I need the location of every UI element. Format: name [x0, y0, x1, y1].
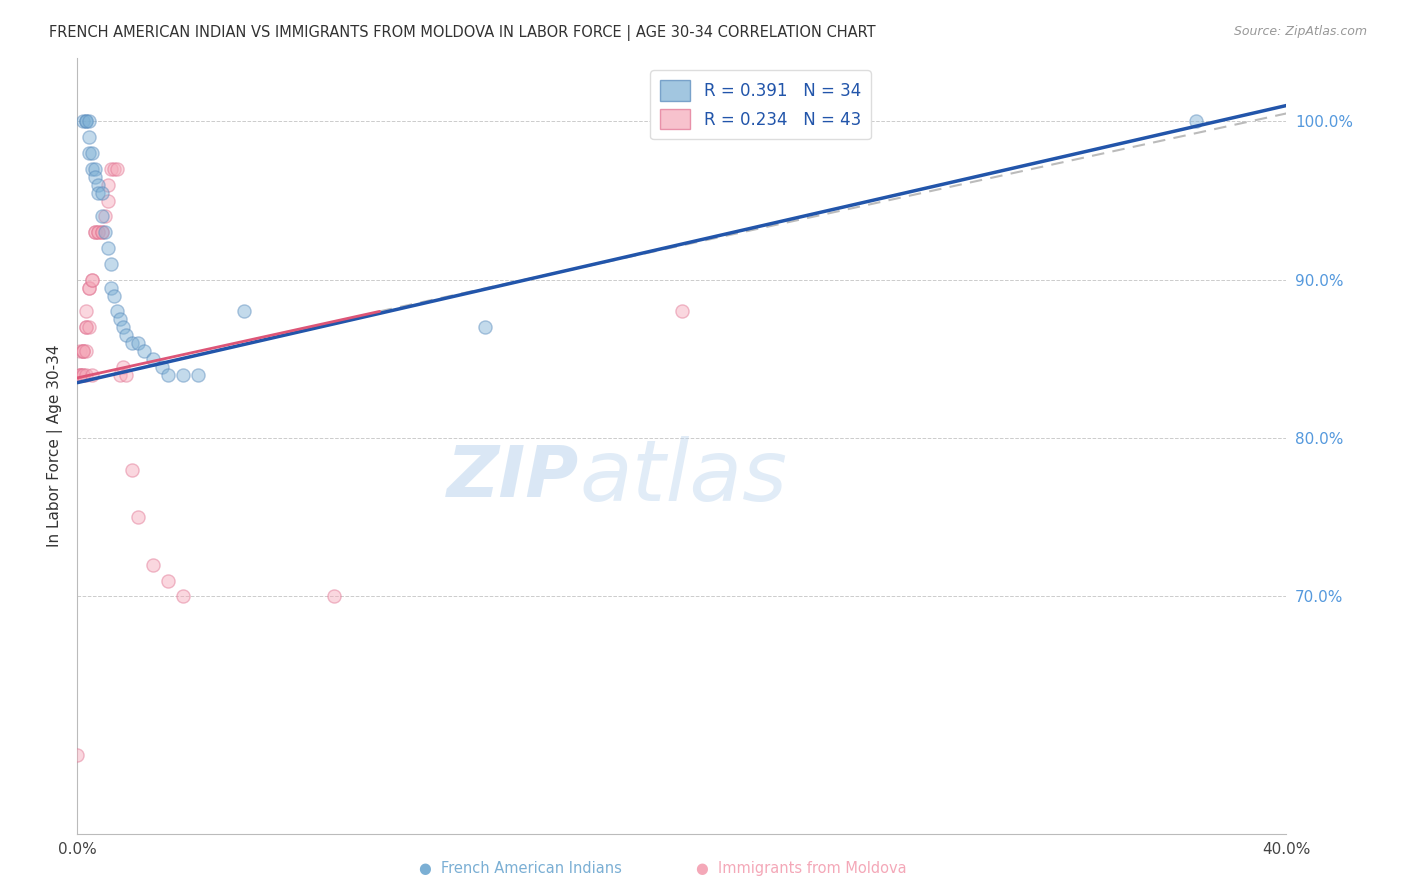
Point [150, 359, 173, 374]
Text: ●  Immigrants from Moldova: ● Immigrants from Moldova [696, 861, 907, 876]
Point [87, 225, 110, 239]
Point [75, 320, 97, 334]
Point [172, 590, 194, 604]
Point [75, 320, 97, 334]
Point [121, 336, 143, 351]
Point [79, 320, 101, 334]
Point [108, 312, 131, 326]
Point [72, 368, 94, 382]
Point [82, 146, 104, 161]
Point [79, 280, 101, 294]
Point [100, 280, 122, 294]
Point [157, 368, 180, 382]
Point [93, 225, 115, 239]
Point [108, 368, 131, 382]
Point [84, 225, 107, 239]
Point [142, 351, 165, 366]
Point [69, 368, 91, 382]
Point [69, 368, 91, 382]
Point [474, 320, 496, 334]
Point [105, 304, 128, 318]
Point [157, 574, 180, 588]
Point [84, 169, 107, 184]
Point [79, 146, 101, 161]
Point [82, 368, 104, 382]
Point [671, 304, 693, 318]
Point [100, 161, 122, 176]
Point [142, 558, 165, 572]
Point [93, 210, 115, 224]
Point [69, 368, 91, 382]
Point [111, 320, 134, 334]
Text: Source: ZipAtlas.com: Source: ZipAtlas.com [1233, 25, 1367, 38]
Point [87, 178, 110, 192]
Point [127, 336, 149, 351]
Point [132, 343, 155, 358]
Text: ●  French American Indians: ● French American Indians [419, 861, 621, 876]
Point [72, 343, 94, 358]
Point [82, 273, 104, 287]
Point [72, 343, 94, 358]
Point [75, 114, 97, 128]
Point [105, 161, 128, 176]
Text: atlas: atlas [579, 435, 787, 518]
Point [75, 304, 97, 318]
Point [72, 343, 94, 358]
Point [127, 510, 149, 524]
Point [100, 257, 122, 271]
Point [96, 241, 118, 255]
Point [96, 178, 118, 192]
Point [75, 368, 97, 382]
Point [82, 273, 104, 287]
Point [79, 114, 101, 128]
Point [72, 114, 94, 128]
Text: ZIP: ZIP [447, 442, 579, 511]
Point [90, 225, 112, 239]
Point [1184, 114, 1206, 128]
Text: FRENCH AMERICAN INDIAN VS IMMIGRANTS FROM MOLDOVA IN LABOR FORCE | AGE 30-34 COR: FRENCH AMERICAN INDIAN VS IMMIGRANTS FRO… [49, 25, 876, 41]
Point [84, 161, 107, 176]
Point [90, 210, 112, 224]
Y-axis label: In Labor Force | Age 30-34: In Labor Force | Age 30-34 [48, 344, 63, 548]
Point [75, 343, 97, 358]
Point [114, 328, 136, 343]
Point [114, 368, 136, 382]
Point [232, 304, 254, 318]
Point [187, 368, 209, 382]
Point [90, 186, 112, 200]
Point [72, 368, 94, 382]
Point [90, 225, 112, 239]
Point [172, 368, 194, 382]
Point [323, 590, 346, 604]
Point [103, 288, 125, 302]
Point [75, 114, 97, 128]
Point [87, 225, 110, 239]
Point [121, 463, 143, 477]
Legend: R = 0.391   N = 34, R = 0.234   N = 43: R = 0.391 N = 34, R = 0.234 N = 43 [650, 70, 870, 139]
Point [69, 343, 91, 358]
Point [66, 747, 89, 762]
Point [111, 359, 134, 374]
Point [87, 186, 110, 200]
Point [84, 225, 107, 239]
Point [79, 130, 101, 145]
Point [79, 280, 101, 294]
Point [96, 194, 118, 208]
Point [103, 161, 125, 176]
Point [82, 161, 104, 176]
